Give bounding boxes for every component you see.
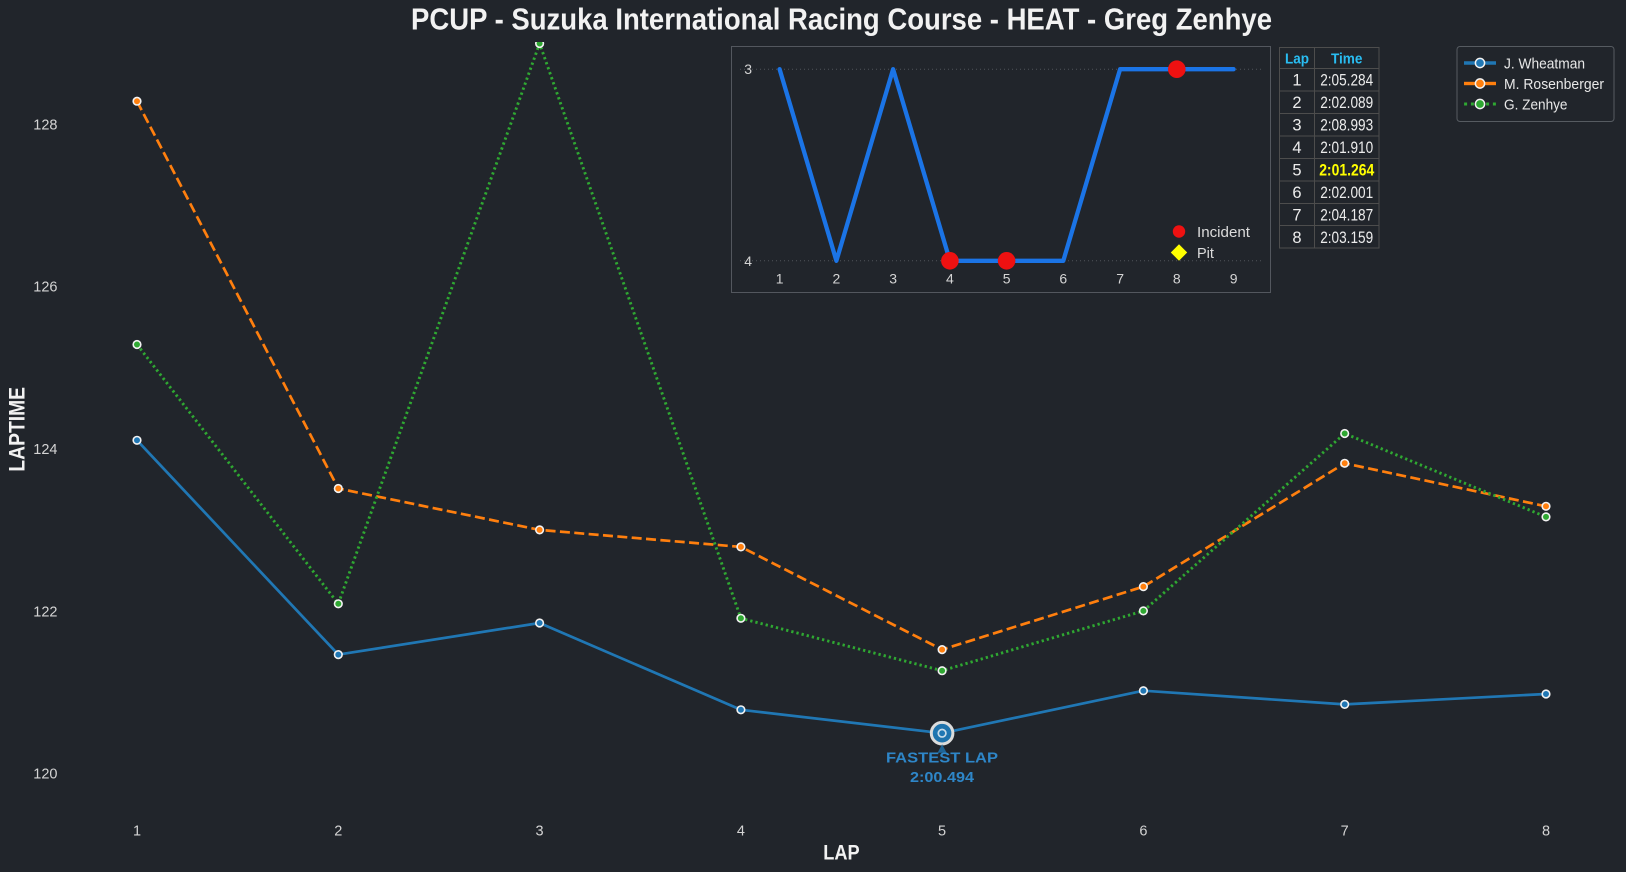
- svg-text:2:08.993: 2:08.993: [1320, 117, 1373, 135]
- svg-text:7: 7: [1292, 207, 1301, 225]
- svg-text:3: 3: [744, 61, 752, 77]
- svg-text:2:00.494: 2:00.494: [910, 769, 975, 786]
- svg-text:6: 6: [1139, 824, 1147, 840]
- svg-text:122: 122: [33, 604, 57, 620]
- svg-text:128: 128: [33, 117, 57, 133]
- svg-text:1: 1: [776, 271, 784, 287]
- svg-text:8: 8: [1173, 271, 1181, 287]
- svg-text:2:01.910: 2:01.910: [1320, 139, 1373, 157]
- svg-text:Time: Time: [1331, 51, 1363, 68]
- svg-text:5: 5: [938, 824, 946, 840]
- svg-text:7: 7: [1116, 271, 1124, 287]
- svg-text:PCUP - Suzuka International Ra: PCUP - Suzuka International Racing Cours…: [411, 2, 1272, 37]
- svg-text:8: 8: [1542, 824, 1550, 840]
- svg-text:4: 4: [744, 253, 752, 269]
- svg-text:2:05.284: 2:05.284: [1320, 72, 1373, 90]
- svg-text:Lap: Lap: [1285, 51, 1309, 68]
- svg-text:2:02.089: 2:02.089: [1320, 94, 1373, 112]
- svg-text:1: 1: [1292, 72, 1301, 90]
- svg-text:2:03.159: 2:03.159: [1320, 229, 1373, 247]
- svg-text:4: 4: [946, 271, 954, 287]
- svg-text:J. Wheatman: J. Wheatman: [1504, 55, 1585, 72]
- svg-text:8: 8: [1292, 229, 1301, 247]
- svg-text:1: 1: [133, 824, 141, 840]
- svg-text:3: 3: [536, 824, 544, 840]
- svg-text:LAP: LAP: [823, 841, 859, 865]
- svg-text:124: 124: [33, 442, 57, 458]
- svg-text:2: 2: [334, 824, 342, 840]
- svg-text:5: 5: [1292, 162, 1301, 180]
- svg-text:LAPTIME: LAPTIME: [4, 387, 29, 472]
- svg-text:2: 2: [833, 271, 841, 287]
- svg-text:2:01.264: 2:01.264: [1319, 162, 1375, 180]
- svg-text:FASTEST LAP: FASTEST LAP: [886, 750, 998, 767]
- svg-text:3: 3: [889, 271, 897, 287]
- svg-text:3: 3: [1292, 117, 1301, 135]
- svg-text:M. Rosenberger: M. Rosenberger: [1504, 76, 1604, 93]
- svg-text:Pit: Pit: [1197, 246, 1214, 262]
- svg-text:2:02.001: 2:02.001: [1320, 184, 1373, 202]
- svg-text:4: 4: [737, 824, 745, 840]
- svg-text:9: 9: [1230, 271, 1238, 287]
- svg-text:5: 5: [1003, 271, 1011, 287]
- svg-text:120: 120: [33, 767, 57, 783]
- svg-text:4: 4: [1292, 139, 1301, 157]
- svg-text:126: 126: [33, 280, 57, 296]
- svg-text:6: 6: [1292, 184, 1301, 202]
- svg-text:2: 2: [1292, 94, 1301, 112]
- svg-text:6: 6: [1059, 271, 1067, 287]
- svg-text:2:04.187: 2:04.187: [1320, 207, 1373, 225]
- svg-text:7: 7: [1341, 824, 1349, 840]
- svg-text:G. Zenhye: G. Zenhye: [1504, 96, 1568, 113]
- svg-text:Incident: Incident: [1197, 225, 1250, 241]
